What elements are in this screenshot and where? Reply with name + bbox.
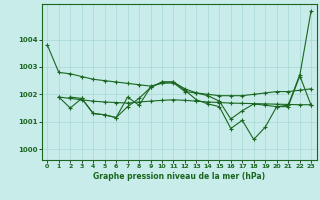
X-axis label: Graphe pression niveau de la mer (hPa): Graphe pression niveau de la mer (hPa) [93, 172, 265, 181]
